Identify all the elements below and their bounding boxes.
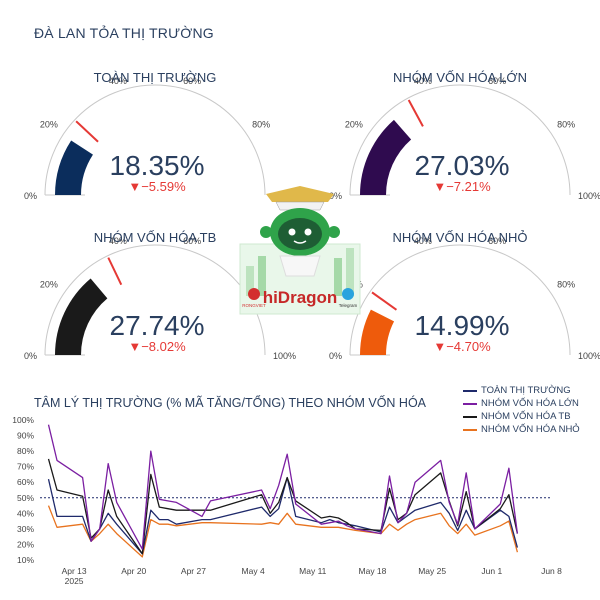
x-tick-year: 2025 [65, 576, 84, 586]
line-chart-title: TÂM LÝ THỊ TRƯỜNG (% MÃ TĂNG/TỔNG) THEO … [34, 396, 427, 410]
legend-item[interactable]: TOÀN THỊ TRƯỜNG [463, 384, 580, 397]
gauge-tick-label: 80% [557, 119, 575, 129]
x-tick-label: Jun 8 [541, 566, 562, 576]
legend-item[interactable]: NHÓM VỐN HÓA LỚN [463, 397, 580, 410]
gauge-delta: ▼−8.02% [128, 339, 186, 354]
brand-wordmark: hiDragon [263, 288, 338, 307]
svg-text:RONGVIET: RONGVIET [242, 303, 266, 308]
y-tick-label: 20% [17, 539, 34, 549]
y-tick-label: 70% [17, 462, 34, 472]
gauge-threshold-marker [407, 99, 424, 127]
gauge-tick-label: 100% [578, 351, 600, 361]
gauge-delta: ▼−5.59% [128, 179, 186, 194]
gauge-value-bar [360, 309, 395, 355]
gauge-value-bar [55, 140, 93, 195]
gauge-tick-label: 40% [109, 76, 127, 86]
legend-item[interactable]: NHÓM VỐN HÓA NHỎ [463, 423, 580, 436]
gauge-threshold-marker [371, 291, 398, 311]
gauge-tick-label: 20% [40, 279, 58, 289]
legend-swatch-small [463, 428, 477, 431]
gauge-tick-label: 80% [252, 119, 270, 129]
gauge-value: 27.74% [110, 310, 205, 341]
legend-swatch-large [463, 402, 477, 405]
page-title: ĐÀ LAN TỎA THỊ TRƯỜNG [34, 25, 214, 41]
gauge-tick-label: 60% [488, 76, 506, 86]
x-tick-label: May 4 [242, 566, 265, 576]
line-chart: 10% 20% 30% 40% 50% 60% 70% 80% 90% 100% Apr 13202… [12, 415, 562, 586]
gauge: 0%20%40%60%80%100%NHÓM VỐN HÓA NHỎ14.99%… [329, 230, 600, 361]
gauge-delta: ▼−4.70% [433, 339, 491, 354]
gauge-tick-label: 0% [24, 351, 37, 361]
x-tick-label: Apr 20 [121, 566, 146, 576]
dragon-robot-icon: RONGVIET hiDragon Telegram [239, 186, 361, 315]
gauge-tick-label: 60% [488, 236, 506, 246]
x-tick-label: Apr 13 [62, 566, 87, 576]
legend-item[interactable]: NHÓM VỐN HÓA TB [463, 410, 580, 423]
chart-legend: TOÀN THỊ TRƯỜNG NHÓM VỐN HÓA LỚN NHÓM VỐ… [463, 384, 580, 436]
legend-swatch-mid [463, 415, 477, 418]
series-line [47, 476, 519, 555]
y-tick-label: 50% [17, 493, 34, 503]
legend-label: TOÀN THỊ TRƯỜNG [481, 385, 571, 396]
gauge: 0%20%40%60%80%100%TOÀN THỊ TRƯỜNG18.35%▼… [24, 70, 296, 201]
svg-text:Telegram: Telegram [339, 303, 358, 308]
gauge-outline [44, 84, 266, 196]
y-tick-label: 40% [17, 508, 34, 518]
gauge-tick-label: 80% [557, 279, 575, 289]
series-line [47, 505, 519, 558]
gauge-value-bar [360, 119, 412, 195]
gauge-delta: ▼−7.21% [433, 179, 491, 194]
gauge-outline [349, 244, 571, 356]
gauge-threshold-marker [75, 120, 99, 143]
gauge: 0% 20% 40% 60% 80% 100% NHÓM VỐN HÓA LỚN 27.03%… [329, 70, 600, 201]
gauge-value: 27.03% [415, 150, 510, 181]
gauge-panel: 0%20%40%60%80%100%TOÀN THỊ TRƯỜNG18.35%▼… [24, 70, 600, 361]
y-tick-label: 80% [17, 446, 34, 456]
y-tick-label: 60% [17, 477, 34, 487]
series-line [47, 424, 519, 550]
gauge-label: NHÓM VỐN HÓA LỚN [393, 70, 527, 85]
gauge-label: NHÓM VỐN HÓA TB [94, 230, 217, 245]
x-tick-label: May 25 [418, 566, 446, 576]
gauge-value: 18.35% [110, 150, 205, 181]
gauge-tick-label: 100% [273, 351, 296, 361]
gauge-outline [349, 84, 571, 196]
gauge-value: 14.99% [415, 310, 510, 341]
legend-label: NHÓM VỐN HÓA NHỎ [481, 424, 580, 435]
gauge-tick-label: 0% [329, 351, 342, 361]
hidragon-logo: RONGVIET hiDragon Telegram [236, 186, 364, 316]
y-tick-label: 30% [17, 524, 34, 534]
y-tick-label: 100% [12, 415, 34, 425]
y-tick-label: 90% [17, 431, 34, 441]
x-tick-label: Apr 27 [181, 566, 206, 576]
gauge-tick-label: 40% [414, 76, 432, 86]
gauge-value-bar [55, 278, 108, 355]
legend-label: NHÓM VỐN HÓA LỚN [481, 398, 579, 409]
gauge: 0%20%40%60%80%100%NHÓM VỐN HÓA TB27.74%▼… [24, 230, 296, 361]
gauge-tick-label: 100% [578, 191, 600, 201]
legend-swatch-total [463, 389, 477, 392]
gauge-tick-label: 40% [414, 236, 432, 246]
gauge-tick-label: 60% [183, 236, 201, 246]
gauge-tick-label: 0% [329, 191, 342, 201]
gauge-threshold-marker [107, 257, 123, 286]
gauge-tick-label: 0% [24, 191, 37, 201]
x-tick-label: May 11 [299, 566, 327, 576]
gauge-label: TOÀN THỊ TRƯỜNG [94, 70, 217, 85]
y-tick-label: 10% [17, 555, 34, 565]
gauge-tick-label: 20% [345, 119, 363, 129]
gauge-tick-label: 20% [40, 119, 58, 129]
gauge-label: NHÓM VỐN HÓA NHỎ [392, 230, 527, 245]
x-tick-label: Jun 1 [481, 566, 502, 576]
gauge-tick-label: 60% [183, 76, 201, 86]
legend-label: NHÓM VỐN HÓA TB [481, 411, 571, 422]
gauge-tick-label: 40% [109, 236, 127, 246]
x-tick-label: May 18 [359, 566, 387, 576]
